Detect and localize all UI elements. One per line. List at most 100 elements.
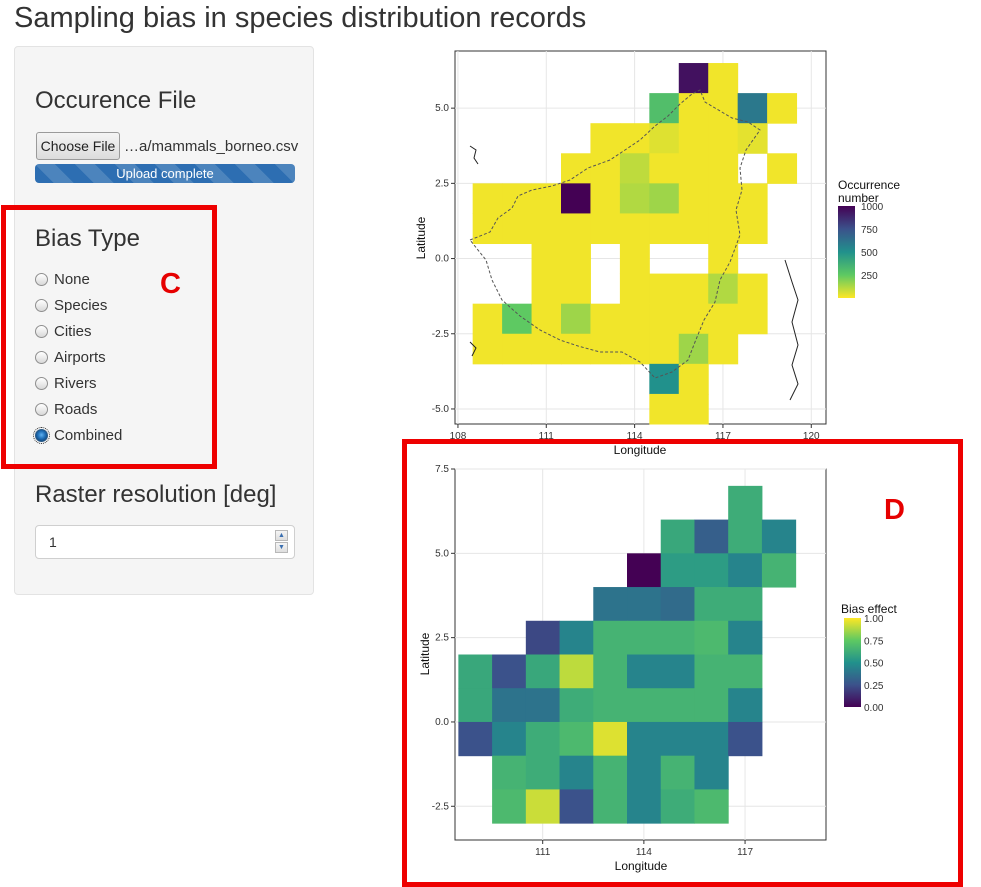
y-tick-label: 5.0	[435, 103, 449, 114]
radio-cities[interactable]: Cities	[35, 321, 92, 341]
heatmap-cell	[678, 213, 709, 245]
heatmap-cell	[660, 789, 695, 824]
annotation-box-c	[1, 205, 217, 469]
radio-label: None	[54, 270, 90, 288]
y-tick-label: 0.0	[435, 254, 449, 265]
radio-button[interactable]	[35, 350, 48, 364]
y-tick-label: -2.5	[432, 801, 450, 812]
heatmap-cell	[767, 93, 798, 124]
heatmap-cell	[660, 553, 695, 588]
heatmap-cell	[728, 620, 763, 655]
heatmap-cell	[627, 553, 662, 588]
heatmap-cell	[593, 587, 628, 622]
legend-tick-label: 0.75	[864, 636, 884, 647]
heatmap-cell	[737, 123, 768, 154]
raster-resolution-input[interactable]: 1 ▲ ▼	[35, 525, 295, 559]
y-tick-label: 0.0	[435, 717, 449, 728]
heatmap-cell	[694, 721, 729, 757]
heatmap-cell	[694, 519, 729, 554]
x-tick-label: 111	[535, 847, 551, 858]
heatmap-cell	[728, 485, 763, 521]
map1-legend-title: number	[838, 191, 879, 205]
heatmap-cell	[649, 333, 680, 365]
heatmap-cell	[619, 213, 650, 245]
heatmap-cell	[737, 213, 768, 245]
radio-button[interactable]	[35, 324, 48, 338]
radio-label: Rivers	[54, 374, 97, 392]
y-tick-label: 2.5	[435, 178, 449, 189]
radio-button[interactable]	[35, 298, 48, 312]
choose-file-button[interactable]: Choose File	[36, 132, 120, 160]
radio-roads[interactable]: Roads	[35, 399, 97, 419]
heatmap-cell	[678, 303, 709, 335]
heatmap-cell	[531, 213, 562, 245]
map2-xlabel: Longitude	[615, 859, 668, 873]
heatmap-cell	[728, 688, 763, 723]
radio-none[interactable]: None	[35, 269, 90, 289]
heatmap-cell	[559, 688, 594, 723]
heatmap-cell	[694, 789, 729, 824]
radio-rivers[interactable]: Rivers	[35, 373, 97, 393]
heatmap-cell	[660, 755, 695, 790]
radio-combined[interactable]: Combined	[33, 425, 122, 445]
heatmap-cell	[694, 620, 729, 655]
heatmap-cell	[728, 721, 763, 757]
heatmap-cell	[472, 183, 503, 214]
heatmap-cell	[590, 213, 621, 245]
heatmap-cell	[590, 333, 621, 365]
heatmap-cell	[525, 654, 561, 689]
heatmap-cell	[559, 721, 594, 757]
y-tick-label: 2.5	[435, 633, 449, 644]
heatmap-cell	[561, 333, 591, 365]
heatmap-cell	[559, 789, 594, 824]
x-tick-label: 117	[737, 847, 753, 858]
heatmap-cell	[660, 587, 695, 622]
spin-up-icon[interactable]: ▲	[275, 530, 288, 541]
heatmap-cell	[458, 721, 493, 757]
y-tick-label: 7.5	[435, 464, 449, 475]
heatmap-cell	[694, 654, 729, 689]
map1-coastline-west	[469, 145, 479, 357]
heatmap-cell	[728, 519, 763, 554]
legend-tick-label: 1.00	[864, 614, 884, 625]
heatmap-cell	[472, 333, 503, 365]
heatmap-cell	[627, 620, 662, 655]
spin-down-icon[interactable]: ▼	[275, 542, 288, 553]
heatmap-cell	[737, 93, 768, 124]
heatmap-cell	[561, 213, 591, 245]
heatmap-cell	[761, 553, 797, 588]
radio-airports[interactable]: Airports	[35, 347, 106, 367]
bias-type-label: Bias Type	[35, 225, 140, 252]
heatmap-cell	[694, 755, 729, 790]
spinner-control[interactable]: ▲ ▼	[275, 530, 288, 554]
heatmap-cell	[649, 363, 680, 395]
radio-species[interactable]: Species	[35, 295, 107, 315]
radio-button[interactable]	[35, 272, 48, 286]
radio-button[interactable]	[35, 402, 48, 416]
heatmap-cell	[619, 243, 650, 275]
map1-legend-title: Occurrence	[838, 178, 900, 192]
heatmap-cell	[472, 303, 503, 335]
legend-tick-label: 250	[861, 271, 878, 282]
heatmap-cell	[678, 183, 709, 214]
heatmap-cell	[561, 303, 591, 335]
heatmap-cell	[660, 721, 695, 757]
heatmap-cell	[525, 721, 561, 757]
radio-button-selected[interactable]	[33, 426, 50, 444]
heatmap-cell	[492, 721, 527, 757]
legend-tick-label: 750	[861, 225, 878, 236]
heatmap-cell	[559, 654, 594, 689]
heatmap-cell	[619, 303, 650, 335]
sidebar-panel: Occurence File Choose File …a/mammals_bo…	[14, 46, 314, 595]
heatmap-cell	[627, 721, 662, 757]
legend-tick-label: 1000	[861, 202, 884, 213]
heatmap-cell	[694, 553, 729, 588]
map2-colorbar	[844, 618, 861, 707]
radio-button[interactable]	[35, 376, 48, 390]
legend-tick-label: 0.00	[864, 703, 884, 714]
heatmap-cell	[708, 63, 739, 94]
heatmap-cell	[619, 273, 650, 305]
heatmap-cell	[593, 755, 628, 790]
heatmap-cell	[593, 654, 628, 689]
occurrence-file-label: Occurence File	[35, 87, 197, 114]
